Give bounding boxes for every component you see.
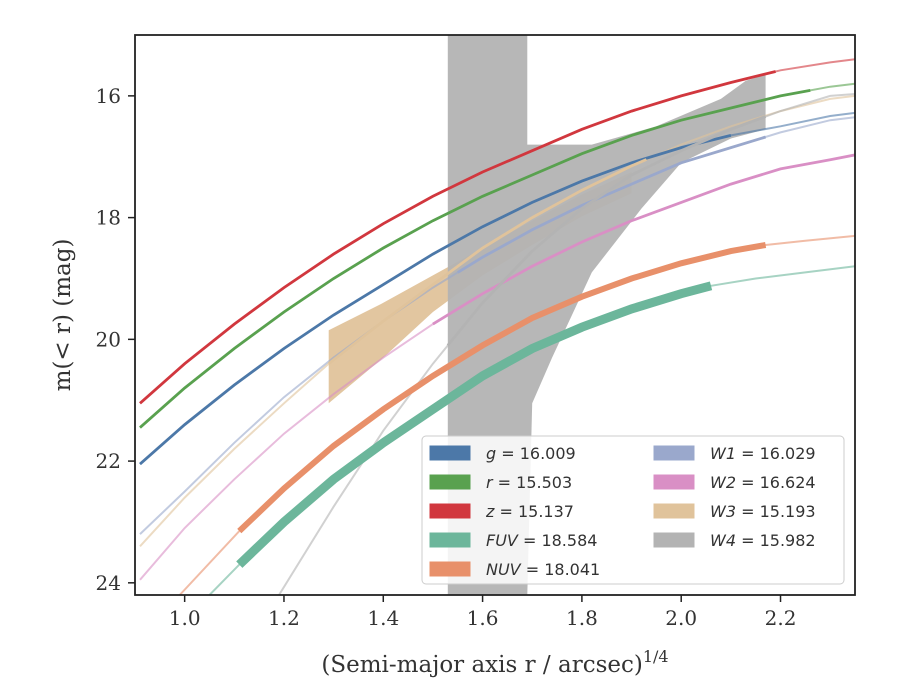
profile-line-nuv [237,242,767,534]
x-tick-label: 1.2 [268,606,300,630]
legend-swatch-fuv [429,532,471,548]
profile-line-w1 [457,135,767,274]
y-axis-label: m(< r) (mag) [50,239,76,392]
x-tick-label: 1.8 [566,606,598,630]
y-tick-label: 18 [96,206,121,230]
profile-line-z [139,70,776,405]
x-axis: 1.0 1.2 1.4 1.6 1.8 2.0 2.2 [169,595,797,630]
x-tick-label: 1.6 [467,606,499,630]
plot-frame [134,34,856,596]
legend-box [421,435,845,585]
legend-swatch-g [429,445,471,461]
solid-line-layer [139,70,855,568]
legend-label-fuv: FUV = 18.584 [486,531,597,550]
y-tick-label: 20 [96,327,121,351]
legend-swatch-w4 [653,532,695,548]
x-tick-label: 2.0 [665,606,697,630]
y-tick-label: 22 [96,449,121,473]
legend-swatch-w2 [653,474,695,490]
profile-line-r [139,89,811,429]
y-tick-label: 24 [96,571,121,595]
legend-label-z: z = 15.137 [485,502,574,521]
profile-line-w4 [446,115,767,347]
x-tick-label: 2.2 [765,606,797,630]
profile-line-fuv [236,281,713,568]
profile-line-w2 [432,153,855,326]
legend-swatch-w1 [653,445,695,461]
legend-label-w4: W4 = 15.982 [710,531,816,550]
legend-label-r: r = 15.503 [486,473,572,492]
legend-label-w3: W3 = 15.193 [710,502,816,521]
legend-swatch-z [429,503,471,519]
legend-swatch-w3 [653,503,695,519]
x-axis-label-main: (Semi-major axis r / arcsec) [321,652,642,678]
x-tick-label: 1.4 [367,606,399,630]
legend-label-w1: W1 = 16.029 [710,444,816,463]
y-tick-label: 16 [96,84,121,108]
profile-line-g [139,134,732,466]
legend-swatch-r [429,474,471,490]
x-tick-label: 1.0 [169,606,201,630]
y-axis: 16 18 20 22 24 [96,84,135,595]
legend-swatch-nuv [429,561,471,577]
legend-label-w2: W2 = 16.624 [710,473,816,492]
legend-label-g: g = 16.009 [486,444,576,463]
x-axis-label-superscript: 1/4 [643,647,669,666]
x-axis-label: (Semi-major axis r / arcsec)1/4 [321,647,668,678]
legend: g = 16.009 r = 15.503 z = 15.137 FUV = 18.5… [421,435,845,585]
legend-label-nuv: NUV = 18.041 [486,560,600,579]
profile-line-w3 [327,158,647,365]
